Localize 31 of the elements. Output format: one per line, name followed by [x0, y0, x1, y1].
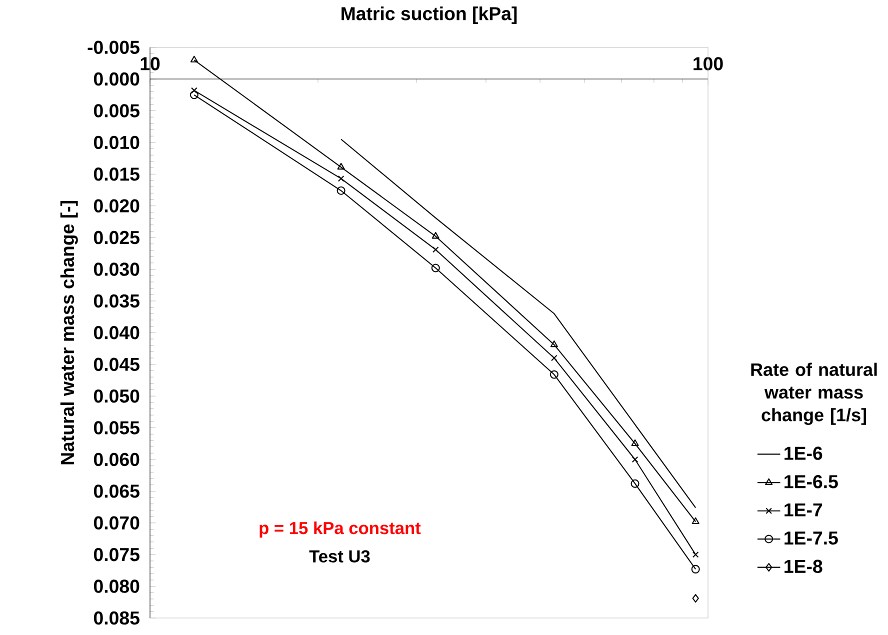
y-tick-label: 0.055	[94, 421, 140, 434]
y-tick-label: 0.050	[94, 389, 140, 403]
y-tick-label: 0.010	[94, 136, 140, 150]
y-tick-label: 0.000	[94, 72, 140, 86]
legend-label: 1E-7	[784, 503, 822, 516]
y-tick-label: 0.080	[94, 580, 140, 593]
y-tick-label: 0.030	[94, 262, 140, 276]
x-axis-title: Matric suction [kPa]	[342, 6, 517, 24]
legend-title: Rate of natural water mass change [1/s]	[751, 362, 877, 425]
y-tick-label: 0.015	[94, 168, 140, 181]
y-tick-label: 0.040	[94, 326, 140, 340]
legend-label: 1E-8	[784, 560, 822, 574]
y-tick-label: 0.035	[94, 294, 140, 308]
legend-label: 1E-6.5	[784, 475, 838, 488]
legend-label: 1E-7.5	[784, 532, 838, 545]
legend-label: 1E-6	[784, 446, 822, 460]
y-tick-label: 0.025	[94, 230, 140, 244]
y-tick-label: 0.075	[94, 548, 140, 562]
y-tick-label: 0.085	[94, 611, 140, 625]
annotation: p = 15 kPa constant	[260, 521, 421, 538]
annotation: Test U3	[309, 550, 370, 563]
y-tick-label: 0.020	[94, 199, 140, 212]
y-tick-label: 0.065	[94, 484, 140, 498]
y-tick-label: 0.060	[94, 452, 140, 466]
y-tick-label: -0.005	[88, 40, 140, 54]
y-tick-label: 0.070	[94, 516, 140, 530]
x-tick-label: 100	[694, 57, 723, 70]
y-tick-label: 0.005	[94, 104, 140, 118]
x-tick-label: 10	[140, 57, 160, 70]
y-tick-label: 0.045	[94, 358, 140, 371]
y-axis-title: Natural water mass change [-]	[60, 200, 78, 464]
